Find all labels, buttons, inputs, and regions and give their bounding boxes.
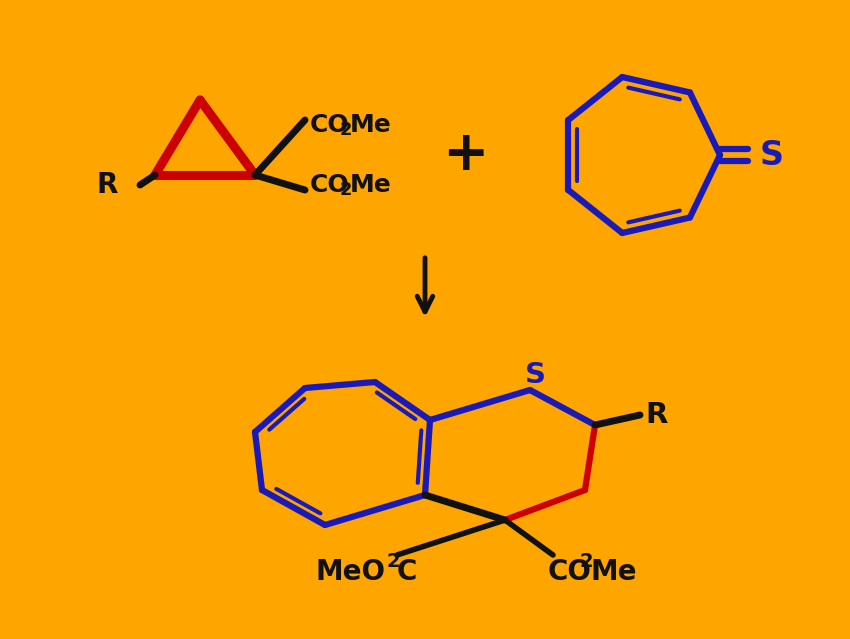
- Text: R: R: [645, 401, 667, 429]
- Text: Me: Me: [350, 113, 392, 137]
- Text: +: +: [442, 128, 488, 182]
- Text: 2: 2: [340, 181, 353, 199]
- Text: CO: CO: [548, 558, 592, 586]
- Text: CO: CO: [310, 173, 349, 197]
- Text: C: C: [397, 558, 417, 586]
- Text: CO: CO: [310, 113, 349, 137]
- Text: 2: 2: [386, 552, 400, 571]
- Text: 2: 2: [340, 121, 353, 139]
- Text: Me: Me: [591, 558, 638, 586]
- Text: R: R: [97, 171, 118, 199]
- Text: S: S: [760, 139, 784, 171]
- Text: 2: 2: [580, 552, 593, 571]
- Text: MeO: MeO: [315, 558, 385, 586]
- Text: Me: Me: [350, 173, 392, 197]
- Text: S: S: [524, 361, 546, 389]
